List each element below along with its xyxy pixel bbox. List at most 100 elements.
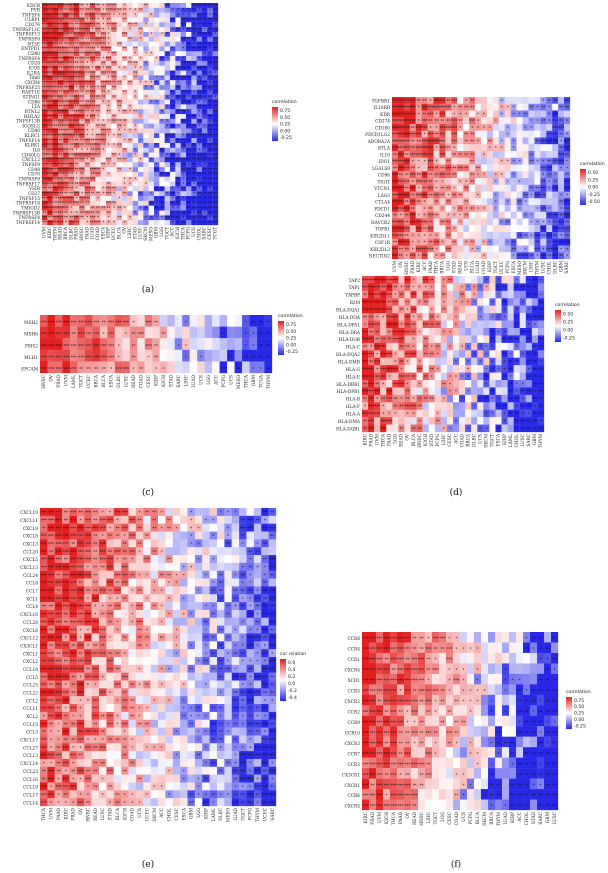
significance-mark: ** — [187, 119, 191, 124]
heatmap-cell — [132, 27, 139, 33]
heatmap-cell — [186, 133, 192, 139]
significance-mark: *** — [398, 220, 404, 225]
significance-mark: * — [516, 389, 518, 394]
significance-mark: * — [193, 32, 195, 37]
heatmap-cell — [74, 162, 80, 168]
heatmap-cell — [58, 118, 64, 124]
heatmap-cell — [170, 3, 176, 8]
heatmap-cell — [164, 7, 171, 13]
significance-mark: *** — [540, 254, 546, 259]
heatmap-cell — [202, 123, 208, 129]
significance-mark: ** — [192, 70, 196, 75]
heatmap-cell — [42, 56, 48, 62]
column-label: BLCA — [117, 226, 122, 239]
heatmap-cell — [132, 109, 139, 115]
heatmap-cell — [204, 361, 213, 374]
significance-mark: *** — [47, 177, 53, 182]
heatmap-cell — [202, 31, 208, 37]
heatmap-cell — [106, 176, 112, 182]
heatmap-cell — [186, 17, 192, 23]
significance-mark: * — [413, 337, 415, 342]
significance-mark: ** — [452, 193, 456, 198]
heatmap-cell — [537, 350, 545, 358]
significance-mark: ** — [128, 61, 132, 66]
significance-mark: * — [134, 210, 136, 215]
heatmap-cell — [132, 94, 139, 100]
heatmap-cell — [504, 184, 511, 192]
significance-mark: ** — [484, 374, 488, 379]
significance-mark: ** — [123, 109, 127, 114]
significance-mark: * — [129, 8, 131, 13]
significance-mark: * — [449, 382, 451, 387]
significance-mark: * — [455, 360, 457, 365]
heatmap-cell — [522, 238, 529, 246]
heatmap-cell — [111, 80, 117, 86]
heatmap-cell — [186, 89, 192, 95]
heatmap-cell — [196, 186, 203, 192]
heatmap-cell — [95, 31, 101, 37]
heatmap-cell — [127, 128, 133, 134]
heatmap-cell — [202, 186, 208, 192]
significance-mark: ** — [69, 128, 73, 133]
heatmap-cell — [180, 36, 187, 42]
significance-mark: * — [124, 177, 126, 182]
heatmap-cell — [428, 328, 435, 336]
heatmap-cell — [111, 89, 117, 95]
significance-mark: ** — [181, 75, 185, 80]
heatmap-cell — [537, 320, 545, 329]
heatmap-cell — [154, 7, 160, 13]
significance-mark: *** — [63, 56, 69, 61]
significance-mark: *** — [42, 56, 48, 61]
significance-mark: * — [542, 98, 544, 103]
heatmap-cell — [132, 152, 139, 158]
significance-mark: ** — [490, 367, 494, 372]
heatmap-cell — [416, 342, 423, 351]
heatmap-cell — [189, 349, 198, 362]
significance-mark: * — [504, 367, 506, 372]
significance-mark: ** — [161, 332, 165, 337]
significance-mark: * — [436, 159, 438, 164]
heatmap-cell — [477, 290, 484, 299]
heatmap-cell — [63, 99, 69, 105]
significance-mark: ** — [213, 177, 217, 182]
heatmap-cell — [122, 94, 128, 100]
heatmap-cell — [504, 151, 511, 158]
heatmap-cell — [207, 162, 213, 168]
heatmap-cell — [202, 171, 208, 177]
heatmap-cell — [170, 109, 176, 115]
significance-mark: ** — [213, 220, 217, 225]
significance-mark: * — [522, 352, 524, 357]
heatmap-cell — [63, 152, 69, 158]
significance-mark: ** — [176, 85, 180, 90]
significance-mark: *** — [106, 66, 112, 71]
significance-mark: * — [485, 278, 487, 283]
heatmap-cell — [47, 89, 53, 95]
significance-mark: * — [209, 138, 211, 143]
heatmap-cell — [122, 80, 128, 86]
heatmap-cell — [471, 380, 478, 388]
heatmap-cell — [79, 65, 85, 71]
significance-mark: * — [209, 70, 211, 75]
significance-mark: ** — [259, 332, 263, 337]
heatmap-cell — [42, 75, 48, 81]
significance-mark: ** — [213, 99, 217, 104]
heatmap-cell — [106, 89, 112, 95]
heatmap-cell — [196, 31, 203, 37]
significance-mark: * — [140, 205, 142, 210]
heatmap-cell — [100, 157, 107, 163]
significance-mark: ** — [203, 177, 207, 182]
significance-mark: *** — [79, 123, 85, 128]
heatmap-cell — [202, 181, 208, 187]
significance-mark: ** — [387, 330, 391, 335]
significance-mark: *** — [42, 80, 48, 85]
heatmap-cell — [100, 75, 107, 81]
heatmap-cell — [116, 147, 123, 153]
significance-mark: ** — [139, 8, 143, 13]
significance-mark: ** — [197, 138, 201, 143]
heatmap-cell — [428, 380, 435, 388]
heatmap-cell — [534, 171, 541, 179]
heatmap-cell — [138, 60, 144, 66]
significance-mark: ** — [213, 148, 217, 153]
heatmap-cell — [79, 51, 85, 57]
heatmap-cell — [79, 167, 85, 173]
